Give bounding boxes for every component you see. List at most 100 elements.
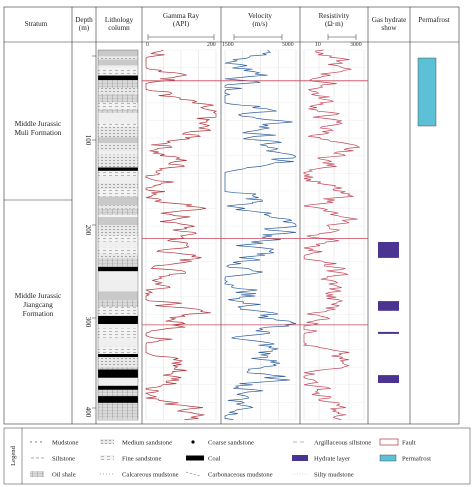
- lithology-layer: [98, 389, 138, 394]
- lithology-layer: [98, 154, 138, 161]
- lithology-layer: [98, 87, 138, 95]
- lithology-layer: [98, 402, 138, 413]
- lithology-layer: [98, 258, 138, 267]
- gamma-ray-curve: [144, 49, 218, 420]
- lithology-layer: [98, 205, 138, 209]
- gamma-scale-max: 200: [207, 42, 216, 48]
- lithology-column: [97, 49, 139, 421]
- lithology-layer: [98, 225, 138, 236]
- legend-item-coarse-sandstone: Coarse sandstone: [191, 440, 254, 447]
- legend-title: Legend: [10, 445, 17, 465]
- gamma-scale-min: 0: [146, 42, 149, 48]
- legend-item-mudstone: Mudstone: [30, 440, 78, 447]
- legend-label: Coal: [208, 456, 221, 463]
- header-resistivity-line2: (Ω·m): [325, 20, 344, 28]
- header-gamma-line1: Gamma Ray: [163, 12, 200, 20]
- legend-label: Siltstone: [52, 456, 75, 463]
- legend-label: Permafrost: [402, 456, 431, 463]
- lithology-layer: [98, 59, 138, 66]
- legend-item-siltstone: Siltstone: [31, 456, 75, 463]
- hydrate-layer-mark: [378, 375, 399, 383]
- lithology-layer: [98, 253, 138, 259]
- header-depth-line1: Depth: [75, 16, 93, 24]
- lithology-layer: [98, 123, 138, 127]
- header-velocity-line2: (m/s): [252, 20, 268, 28]
- stratum-jiangcang-line2: Jiangcang: [23, 300, 53, 309]
- legend-item-medium-sandstone: Medium sandstone: [100, 439, 172, 447]
- resistivity-scale-min: 10: [315, 42, 321, 48]
- lithology-layer: [98, 182, 138, 190]
- lithology-layer: [98, 196, 138, 206]
- lithology-layer: [98, 271, 138, 281]
- stratum-muli-line2: Muli Formation: [14, 128, 61, 137]
- legend-item-hydrate: Hydrate layer: [292, 455, 351, 463]
- lithology-layer: [98, 281, 138, 292]
- depth-tick-100: 100: [84, 135, 92, 146]
- resistivity-track: [302, 49, 365, 421]
- stratum-jiangcang-line1: Middle Jurassic: [15, 291, 62, 300]
- lithology-layer: [98, 247, 138, 254]
- lithology-layer: [98, 160, 138, 168]
- legend-swatch-coal: [186, 455, 204, 461]
- legend-label: Fine sandstone: [122, 456, 161, 463]
- stratum-muli-line1: Middle Jurassic: [15, 119, 62, 128]
- depth-tick-300: 300: [84, 317, 92, 328]
- hydrate-track: [378, 242, 399, 383]
- header-depth-line2: (m): [79, 24, 90, 32]
- lithology-layer: [98, 340, 138, 347]
- lithology-layer: [98, 80, 138, 88]
- lithology-layer: [98, 266, 138, 272]
- lithology-layer: [98, 369, 138, 378]
- lithology-layer: [98, 50, 138, 57]
- lithology-layer: [98, 65, 138, 69]
- lithology-layer: [98, 291, 138, 301]
- legend-label: Oil shale: [52, 472, 76, 479]
- legend-swatch-hydrate: [292, 455, 308, 461]
- legend-item-oil-shale: Oil shale: [30, 471, 76, 479]
- legend-label: Carbonaceous mudstone: [208, 472, 273, 479]
- depth-axis: [92, 55, 96, 409]
- legend-label: Fault: [402, 440, 416, 447]
- header-hydrate-line2: show: [381, 24, 397, 32]
- legend-label: Mudstone: [52, 440, 78, 447]
- lithology-layer: [98, 396, 138, 403]
- lithology-layer: [98, 94, 138, 103]
- legend-item-calcareous-mudstone: Calcareous mudstone: [100, 472, 179, 479]
- legend-label: Silty mudstone: [314, 472, 354, 479]
- lithology-layer: [98, 102, 138, 110]
- lithology-layer: [98, 75, 138, 81]
- lithology-layer: [98, 56, 138, 60]
- lithology-layer: [98, 377, 138, 386]
- lithology-layer: [98, 385, 138, 390]
- resistivity-curve: [302, 49, 361, 420]
- legend-label: Coarse sandstone: [208, 440, 254, 447]
- lithology-layer: [98, 235, 138, 242]
- lithology-layer: [98, 346, 138, 355]
- legend-item-fault: Fault: [379, 438, 416, 447]
- lithology-layer: [98, 337, 138, 341]
- legend-item-carbonaceous-mudstone: Carbonaceous mudstone: [185, 472, 273, 479]
- header-gamma-line2: (API): [173, 20, 190, 28]
- lithology-layer: [98, 178, 138, 183]
- hydrate-layer-mark: [378, 301, 399, 311]
- legend-label: Hydrate layer: [314, 456, 351, 463]
- lithology-layer: [98, 419, 138, 420]
- depth-tick-400: 400: [84, 407, 92, 418]
- legend-swatch-fine-sandstone: [100, 455, 114, 460]
- lithology-layer: [98, 143, 138, 151]
- lithology-layer: [98, 217, 138, 226]
- legend: Legend Mudstone Medium sandstone Coarse sa…: [3, 427, 471, 485]
- hydrate-layer-mark: [378, 242, 399, 258]
- lithology-layer: [98, 113, 138, 124]
- legend-swatch-coarse-sandstone: [191, 440, 195, 444]
- resistivity-scale-max: 3000: [350, 42, 362, 48]
- lithology-layer: [98, 109, 138, 114]
- lithology-layer: [98, 307, 138, 312]
- lithology-layer: [98, 176, 138, 179]
- legend-swatch-medium-sandstone: [100, 439, 114, 444]
- legend-item-fine-sandstone: Fine sandstone: [100, 455, 161, 463]
- velocity-scale-max: 5000: [282, 42, 294, 48]
- header-lithology-line2: column: [108, 24, 130, 32]
- fault-lines: [142, 80, 368, 326]
